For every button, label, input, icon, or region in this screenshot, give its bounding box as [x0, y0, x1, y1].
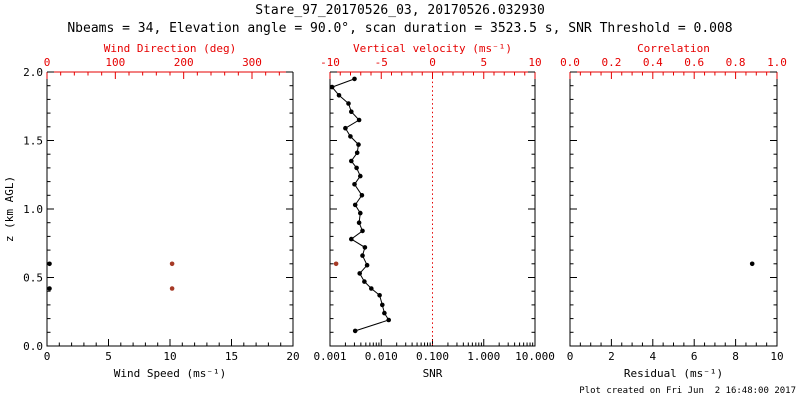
- bottom-tick-label: 15: [225, 350, 238, 363]
- bottom-tick-label: 0: [44, 350, 51, 363]
- snr-profile-marker: [382, 310, 387, 316]
- bottom-tick-label: 4: [649, 350, 656, 363]
- top-tick-label: 300: [242, 56, 262, 69]
- top-tick-label: 5: [480, 56, 487, 69]
- top-tick-label: 0: [44, 56, 51, 69]
- snr-profile-marker: [336, 93, 342, 98]
- bottom-tick-label: 0.100: [416, 350, 449, 363]
- series-residual-points: [749, 261, 755, 267]
- series-wind-direction-points: [169, 261, 175, 291]
- series-vertical-velocity-points: [333, 261, 339, 267]
- top-tick-label: -10: [320, 56, 340, 69]
- top-tick-label: 0: [429, 56, 436, 69]
- bottom-tick-label: 20: [286, 350, 299, 363]
- snr-profile-marker: [360, 228, 365, 234]
- y-tick-label: 0.5: [23, 272, 43, 285]
- series-snr-profile: [329, 76, 392, 334]
- panel-wind: 0 5 10 15 20 Wind Speed (ms⁻¹) 0 100 200 300 Wind …: [23, 42, 300, 380]
- bottom-tick-label: 8: [732, 350, 739, 363]
- chart-subtitle: Nbeams = 34, Elevation angle = 90.0°, sc…: [67, 21, 732, 36]
- panel-residual: 0 2 4 6 8 10 Residual (ms⁻¹) 0.0 0.2 0.4 0.6 0.8 1.0…: [560, 42, 787, 380]
- bottom-tick-label: 0: [567, 350, 574, 363]
- wind-direction-points-marker: [169, 286, 175, 291]
- bottom-axis-title: SNR: [423, 367, 443, 380]
- snr-profile-marker: [343, 125, 348, 131]
- bottom-axis-title: Residual (ms⁻¹): [624, 367, 723, 380]
- snr-profile-marker: [380, 302, 385, 308]
- snr-profile-marker: [346, 101, 351, 106]
- snr-profile-marker: [329, 84, 335, 90]
- y-tick-label: 1.0: [23, 203, 43, 216]
- snr-profile-marker: [359, 193, 365, 198]
- top-tick-label: 0.2: [601, 56, 621, 69]
- snr-profile-marker: [356, 142, 361, 147]
- bottom-tick-label: 5: [105, 350, 112, 363]
- top-tick-label: 200: [174, 56, 194, 69]
- snr-profile-marker: [358, 173, 363, 179]
- y-axis-title: z (km AGL): [3, 176, 16, 242]
- y-tick-label: 1.5: [23, 135, 43, 148]
- bottom-tick-label: 0.010: [365, 350, 398, 363]
- snr-profile-marker: [358, 210, 363, 216]
- y-axis-title-group: z (km AGL): [3, 176, 16, 242]
- bottom-tick-label: 10.000: [515, 350, 555, 363]
- snr-profile-marker: [386, 317, 392, 323]
- snr-profile-marker: [369, 286, 374, 291]
- bottom-tick-label: 10: [770, 350, 783, 363]
- top-axis-title: Wind Direction (deg): [104, 42, 236, 55]
- top-tick-label: 100: [105, 56, 125, 69]
- panel-snr: 0.001 0.010 0.100 1.000 10.000 SNR -10 -5 0 5 10 Ve…: [313, 42, 554, 380]
- snr-profile-marker: [362, 279, 367, 284]
- vertical-velocity-points-marker: [333, 261, 339, 267]
- snr-profile-marker: [356, 117, 362, 123]
- snr-profile-marker: [357, 271, 363, 276]
- top-tick-label: -5: [375, 56, 388, 69]
- bottom-tick-label: 2: [608, 350, 615, 363]
- wind-speed-points-marker: [47, 261, 52, 267]
- y-tick-label: 0.0: [23, 340, 43, 353]
- y-tick-label: 2.0: [23, 66, 43, 79]
- top-tick-label: 0.4: [643, 56, 663, 69]
- top-axis-title: Correlation: [637, 42, 710, 55]
- snr-profile-marker: [354, 150, 360, 156]
- snr-profile-marker: [356, 220, 362, 225]
- snr-profile-marker: [352, 202, 358, 208]
- bottom-tick-label: 0.001: [313, 350, 346, 363]
- snr-profile-marker: [362, 245, 368, 250]
- chart-title: Stare_97_20170526_03, 20170526.032930: [255, 3, 545, 18]
- top-tick-label: 10: [528, 56, 541, 69]
- top-tick-label: 0.0: [560, 56, 580, 69]
- snr-profile-marker: [349, 158, 354, 164]
- top-tick-label: 1.0: [767, 56, 787, 69]
- top-axis-title: Vertical velocity (ms⁻¹): [353, 42, 512, 55]
- snr-profile-marker: [349, 109, 354, 114]
- bottom-axis-title: Wind Speed (ms⁻¹): [114, 367, 227, 380]
- wind-speed-points-marker: [47, 286, 52, 291]
- snr-profile-marker: [348, 134, 353, 139]
- bottom-tick-label: 10: [163, 350, 176, 363]
- snr-profile-marker: [349, 236, 354, 242]
- bottom-tick-label: 1.000: [467, 350, 500, 363]
- residual-points-marker: [749, 261, 755, 267]
- snr-profile-marker: [360, 253, 365, 258]
- snr-profile-marker: [352, 76, 357, 82]
- top-tick-label: 0.6: [684, 56, 704, 69]
- created-timestamp: Plot created on Fri Jun 2 16:48:00 2017: [579, 386, 796, 396]
- series-wind-speed-points: [47, 261, 52, 291]
- wind-direction-points-marker: [169, 261, 175, 267]
- snr-profile-marker: [352, 182, 357, 187]
- bottom-tick-label: 6: [691, 350, 698, 363]
- snr-profile-marker: [352, 328, 358, 334]
- snr-profile-marker: [364, 262, 370, 268]
- top-tick-label: 0.8: [726, 56, 746, 69]
- snr-profile-marker: [377, 293, 382, 298]
- snr-profile-marker: [354, 165, 359, 171]
